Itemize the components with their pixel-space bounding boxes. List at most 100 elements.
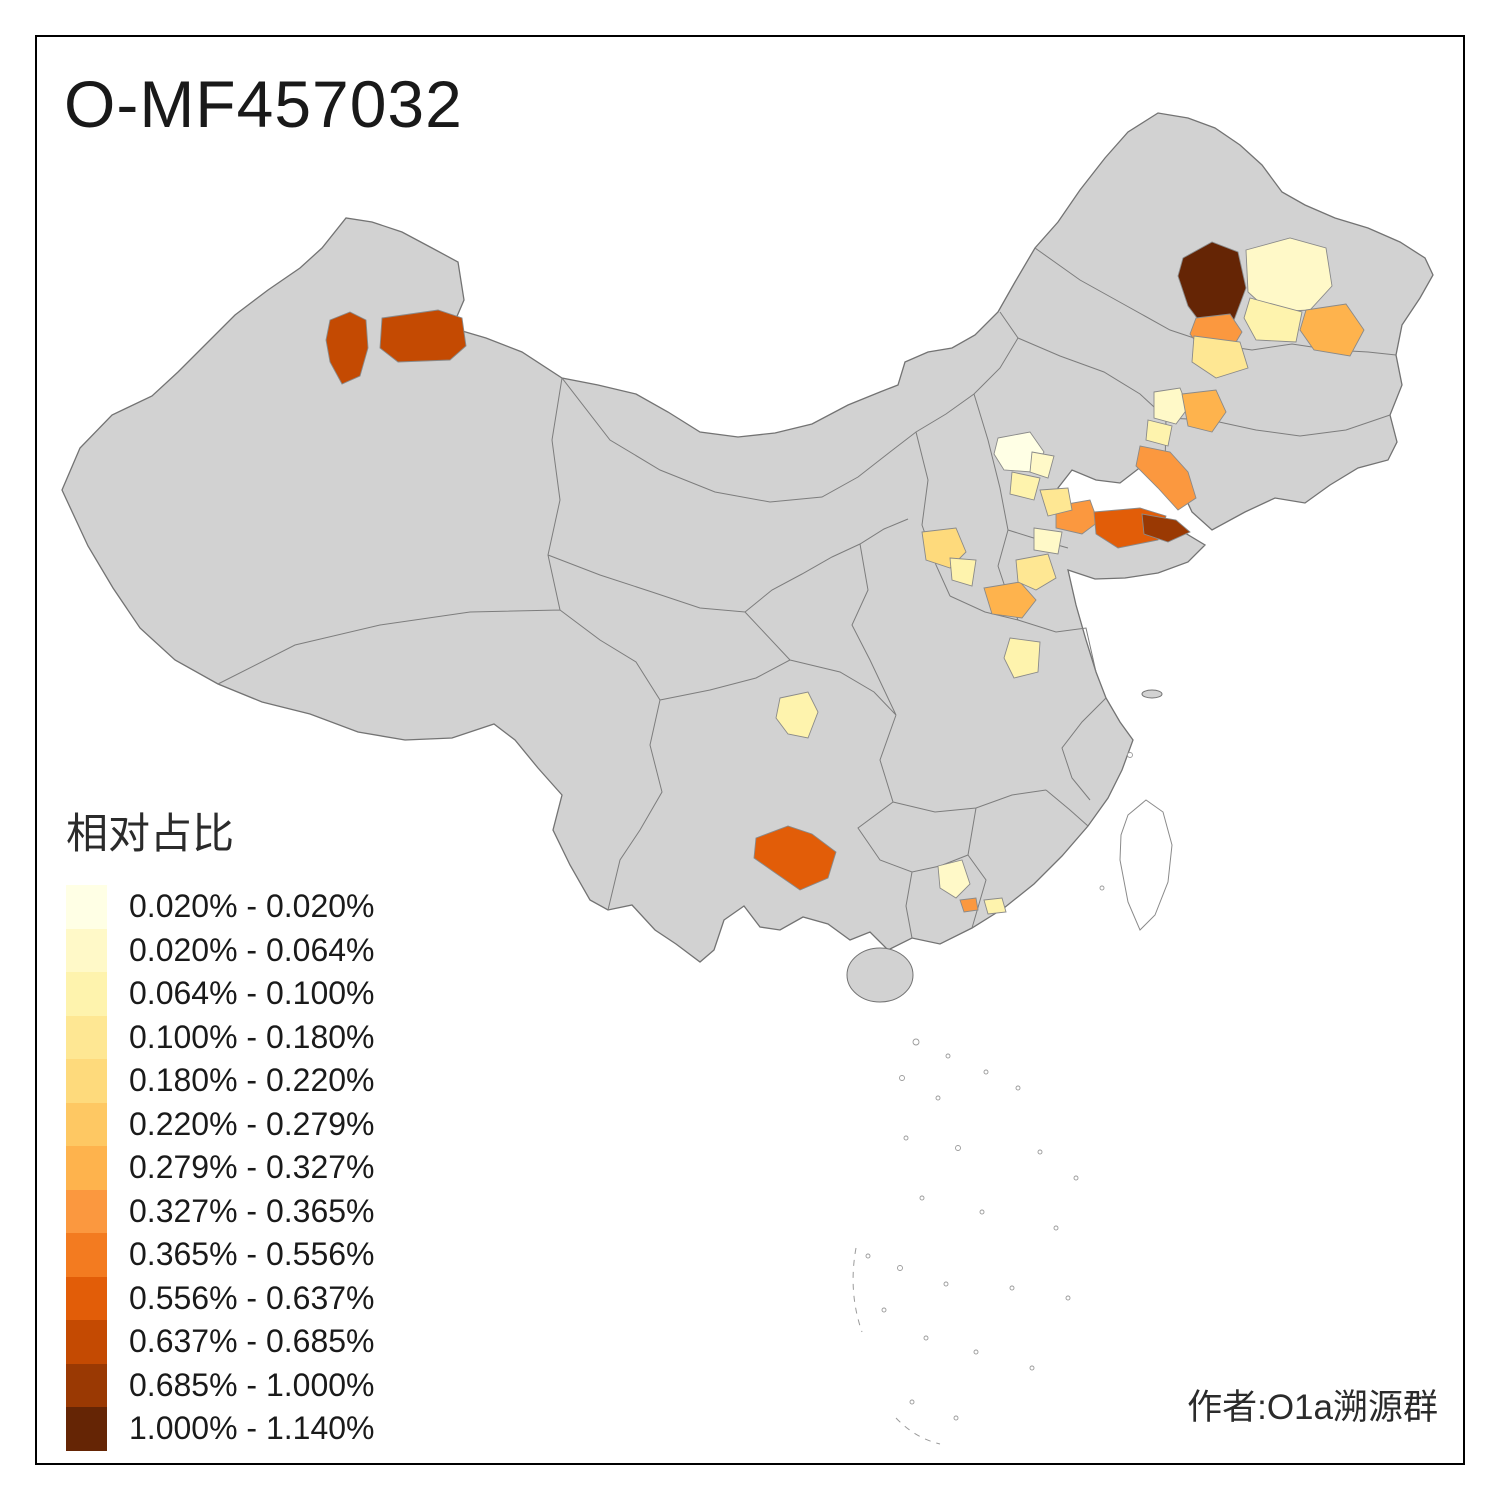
- islet: [903, 1135, 909, 1141]
- map-title: O-MF457032: [64, 67, 463, 141]
- map-region-liaodong-orange-patch: [1135, 445, 1197, 511]
- islet: [1099, 885, 1105, 891]
- legend-bin-label: 0.327% - 0.365%: [129, 1192, 375, 1229]
- islet: [919, 1195, 925, 1201]
- legend-row: 1.000% - 1.140%: [66, 1407, 375, 1451]
- highlighted-regions: [325, 237, 1365, 915]
- legend-row: 0.327% - 0.365%: [66, 1189, 375, 1233]
- legend-bin-label: 0.020% - 0.064%: [129, 931, 375, 968]
- islet: [1053, 1225, 1059, 1231]
- islet: [881, 1307, 887, 1313]
- legend-bin-label: 1.000% - 1.140%: [129, 1410, 375, 1447]
- islet: [973, 1349, 979, 1355]
- map-region-shaanxi-cream-patch: [949, 557, 977, 587]
- legend-row: 0.020% - 0.020%: [66, 885, 375, 929]
- islet: [1009, 1285, 1015, 1291]
- chongming-island: [1141, 689, 1163, 699]
- map-region-henan-pale-patch: [1033, 527, 1063, 555]
- islet: [1015, 1085, 1021, 1091]
- map-region-hebei-pale-patch: [1029, 451, 1055, 479]
- islet: [1029, 1365, 1035, 1371]
- legend-swatch: [66, 885, 107, 929]
- province-borders: [217, 247, 1397, 939]
- legend-swatch: [66, 1363, 107, 1407]
- islet: [865, 1253, 871, 1259]
- islet: [953, 1415, 959, 1421]
- islet: [935, 1095, 941, 1101]
- legend-row: 0.220% - 0.279%: [66, 1102, 375, 1146]
- islet: [1127, 752, 1133, 758]
- legend-swatch: [66, 1320, 107, 1364]
- legend-bin-label: 0.279% - 0.327%: [129, 1149, 375, 1186]
- attribution: 作者:O1a溯源群: [1187, 1388, 1438, 1427]
- map-region-sichuan-cream-patch: [775, 691, 819, 739]
- islet: [899, 1075, 905, 1081]
- islet: [1073, 1175, 1079, 1181]
- islet: [909, 1399, 915, 1405]
- map-region-beijing-cream-patch: [1009, 471, 1041, 501]
- islet: [897, 1265, 903, 1271]
- legend-swatch: [66, 1059, 107, 1103]
- islet: [1037, 1149, 1043, 1155]
- islet: [943, 1281, 949, 1287]
- legend-swatch: [66, 1015, 107, 1059]
- islet: [1065, 1295, 1071, 1301]
- legend-swatch: [66, 1189, 107, 1233]
- map-region-xinjiang-west-patch: [325, 311, 369, 385]
- legend-bin-label: 0.100% - 0.180%: [129, 1018, 375, 1055]
- legend-bin-label: 0.637% - 0.685%: [129, 1323, 375, 1360]
- map-region-jilin-orange-patch: [1181, 389, 1227, 433]
- sea-boundary-line: [852, 1247, 941, 1445]
- legend-title: 相对占比: [66, 810, 235, 857]
- legend-bin-label: 0.020% - 0.020%: [129, 888, 375, 925]
- map-region-henan-south-cream-patch: [1003, 637, 1041, 679]
- legend-swatch: [66, 1102, 107, 1146]
- map-region-hebei-yellow-patch: [1039, 487, 1073, 517]
- south-china-sea-islands: [865, 752, 1133, 1421]
- legend-bin-label: 0.685% - 1.000%: [129, 1366, 375, 1403]
- map-region-guangdong-pale-dot: [983, 897, 1007, 915]
- map-region-liaoning-yellow-patch: [1145, 419, 1173, 447]
- legend-swatch: [66, 1146, 107, 1190]
- legend-row: 0.365% - 0.556%: [66, 1233, 375, 1277]
- islet: [945, 1053, 951, 1059]
- legend-rows: 0.020% - 0.020% 0.020% - 0.064% 0.064% - 0…: [66, 885, 375, 1451]
- map-region-northeast-pale-patch: [1245, 237, 1333, 313]
- map-region-northeast-east-orange-patch: [1299, 303, 1365, 357]
- legend-bin-label: 0.180% - 0.220%: [129, 1062, 375, 1099]
- map-region-xinjiang-east-patch: [379, 309, 467, 363]
- islet: [955, 1145, 961, 1151]
- islet: [979, 1209, 985, 1215]
- legend-swatch: [66, 1407, 107, 1451]
- islet: [983, 1069, 989, 1075]
- map-region-jilin-pale-patch: [1153, 387, 1189, 425]
- map-region-shandong-tip-patch: [1141, 513, 1191, 543]
- legend-swatch: [66, 1233, 107, 1277]
- islet: [923, 1335, 929, 1341]
- taiwan-island: [1119, 799, 1173, 931]
- legend-row: 0.556% - 0.637%: [66, 1276, 375, 1320]
- legend-swatch: [66, 1276, 107, 1320]
- legend-row: 0.064% - 0.100%: [66, 972, 375, 1016]
- legend-swatch: [66, 972, 107, 1016]
- map-region-northeast-yellow-patch: [1191, 335, 1249, 379]
- map-region-henan-yellow-patch: [1015, 553, 1057, 591]
- legend-bin-label: 0.556% - 0.637%: [129, 1279, 375, 1316]
- islet: [912, 1038, 920, 1046]
- legend-row: 0.180% - 0.220%: [66, 1059, 375, 1103]
- legend-row: 0.637% - 0.685%: [66, 1320, 375, 1364]
- hainan-island: [846, 947, 914, 1003]
- map-region-yunnan-red-patch: [753, 825, 837, 891]
- legend-row: 0.020% - 0.064%: [66, 928, 375, 972]
- legend-row: 0.279% - 0.327%: [66, 1146, 375, 1190]
- map-region-shaanxi-orange-patch: [983, 581, 1037, 619]
- map-region-guangxi-pale-patch: [937, 859, 971, 899]
- legend-swatch: [66, 928, 107, 972]
- legend-row: 0.100% - 0.180%: [66, 1015, 375, 1059]
- map-region-guangdong-orange-dot: [959, 897, 979, 913]
- legend-bin-label: 0.220% - 0.279%: [129, 1105, 375, 1142]
- map-region-northeast-cream-patch: [1243, 297, 1303, 343]
- legend-bin-label: 0.365% - 0.556%: [129, 1236, 375, 1273]
- legend-row: 0.685% - 1.000%: [66, 1363, 375, 1407]
